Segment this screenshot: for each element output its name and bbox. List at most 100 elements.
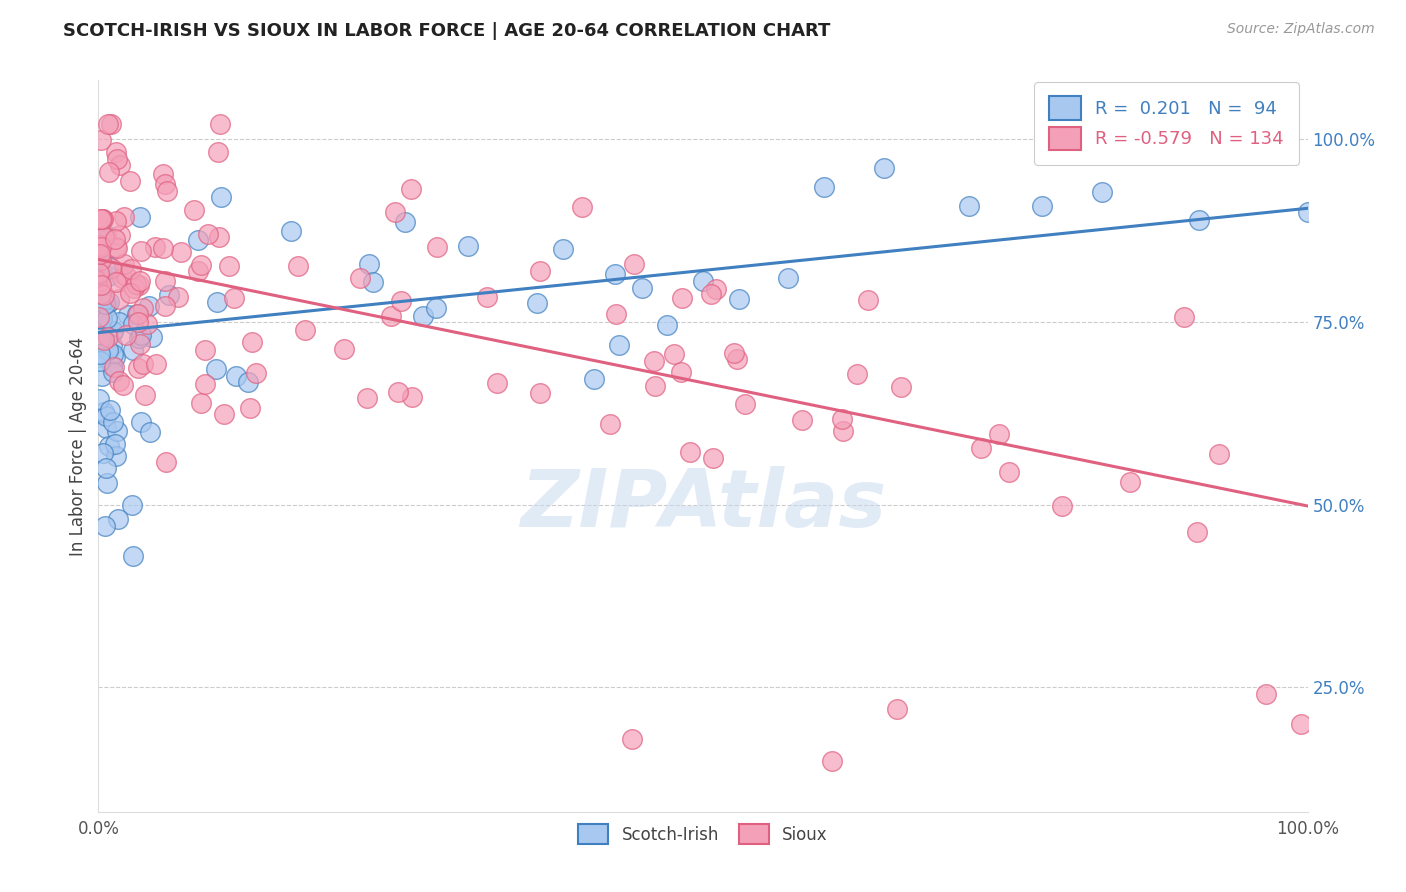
Point [104, 232, 127, 246]
Point [129, 274, 152, 288]
Point [399, 182, 422, 196]
Point [93, 229, 115, 244]
Point [706, 282, 728, 296]
Point [105, 450, 128, 464]
Point [167, 290, 190, 304]
Point [98, 295, 121, 310]
Point [239, 401, 262, 416]
Point [194, 377, 217, 392]
Point [153, 177, 176, 191]
Point [207, 145, 229, 160]
Point [90, 211, 112, 226]
Point [970, 442, 993, 456]
Point [153, 299, 176, 313]
Point [108, 315, 131, 329]
Point [103, 324, 125, 338]
Point [170, 244, 193, 259]
Point [208, 229, 231, 244]
Point [141, 329, 163, 343]
Point [134, 388, 156, 402]
Point [1119, 475, 1142, 489]
Point [873, 161, 896, 175]
Point [194, 343, 217, 357]
Point [356, 392, 378, 406]
Point [143, 240, 166, 254]
Point [1208, 447, 1230, 461]
Point [115, 327, 138, 342]
Point [127, 315, 149, 329]
Point [988, 427, 1011, 442]
Point [105, 152, 128, 166]
Point [294, 323, 316, 337]
Point [91, 293, 114, 308]
Point [599, 417, 621, 432]
Point [93, 229, 115, 244]
Point [197, 227, 219, 242]
Point [139, 425, 162, 439]
Text: SCOTCH-IRISH VS SIOUX IN LABOR FORCE | AGE 20-64 CORRELATION CHART: SCOTCH-IRISH VS SIOUX IN LABOR FORCE | A… [63, 22, 831, 40]
Point [363, 275, 385, 289]
Point [90, 240, 112, 254]
Point [131, 328, 153, 343]
Point [96, 461, 118, 475]
Text: Source: ZipAtlas.com: Source: ZipAtlas.com [1227, 22, 1375, 37]
Point [120, 261, 142, 276]
Point [138, 300, 160, 314]
Point [101, 347, 124, 361]
Point [112, 378, 135, 392]
Point [103, 359, 125, 374]
Point [384, 205, 406, 219]
Point [132, 357, 155, 371]
Point [609, 337, 631, 351]
Point [125, 307, 148, 321]
Point [486, 376, 509, 391]
Point [349, 270, 371, 285]
Point [190, 258, 212, 272]
Point [831, 411, 853, 425]
Point [631, 281, 654, 295]
Point [152, 167, 174, 181]
Point [100, 261, 122, 276]
Point [122, 317, 145, 331]
Point [91, 446, 114, 460]
Point [89, 303, 111, 318]
Point [108, 292, 131, 306]
Point [115, 269, 138, 284]
Point [183, 203, 205, 218]
Point [87, 233, 110, 247]
Point [121, 498, 143, 512]
Point [90, 252, 112, 267]
Point [702, 450, 724, 465]
Point [187, 233, 209, 247]
Point [205, 295, 228, 310]
Point [112, 257, 135, 271]
Point [776, 271, 799, 285]
Point [89, 310, 111, 325]
Point [380, 309, 402, 323]
Point [90, 133, 112, 147]
Point [790, 413, 813, 427]
Point [387, 385, 409, 400]
Point [225, 369, 247, 384]
Point [112, 210, 135, 224]
Point [93, 333, 115, 347]
Point [87, 348, 110, 362]
Point [100, 359, 122, 373]
Point [90, 267, 112, 281]
Point [110, 158, 132, 172]
Point [205, 362, 228, 376]
Point [669, 365, 692, 379]
Point [97, 343, 120, 357]
Y-axis label: In Labor Force | Age 20-64: In Labor Force | Age 20-64 [69, 336, 87, 556]
Point [124, 281, 146, 295]
Point [104, 240, 127, 254]
Point [553, 242, 575, 256]
Point [209, 190, 232, 204]
Point [1289, 717, 1312, 731]
Point [655, 318, 678, 332]
Point [157, 288, 180, 302]
Point [91, 211, 114, 226]
Point [1185, 525, 1208, 540]
Point [425, 301, 447, 316]
Point [190, 396, 212, 410]
